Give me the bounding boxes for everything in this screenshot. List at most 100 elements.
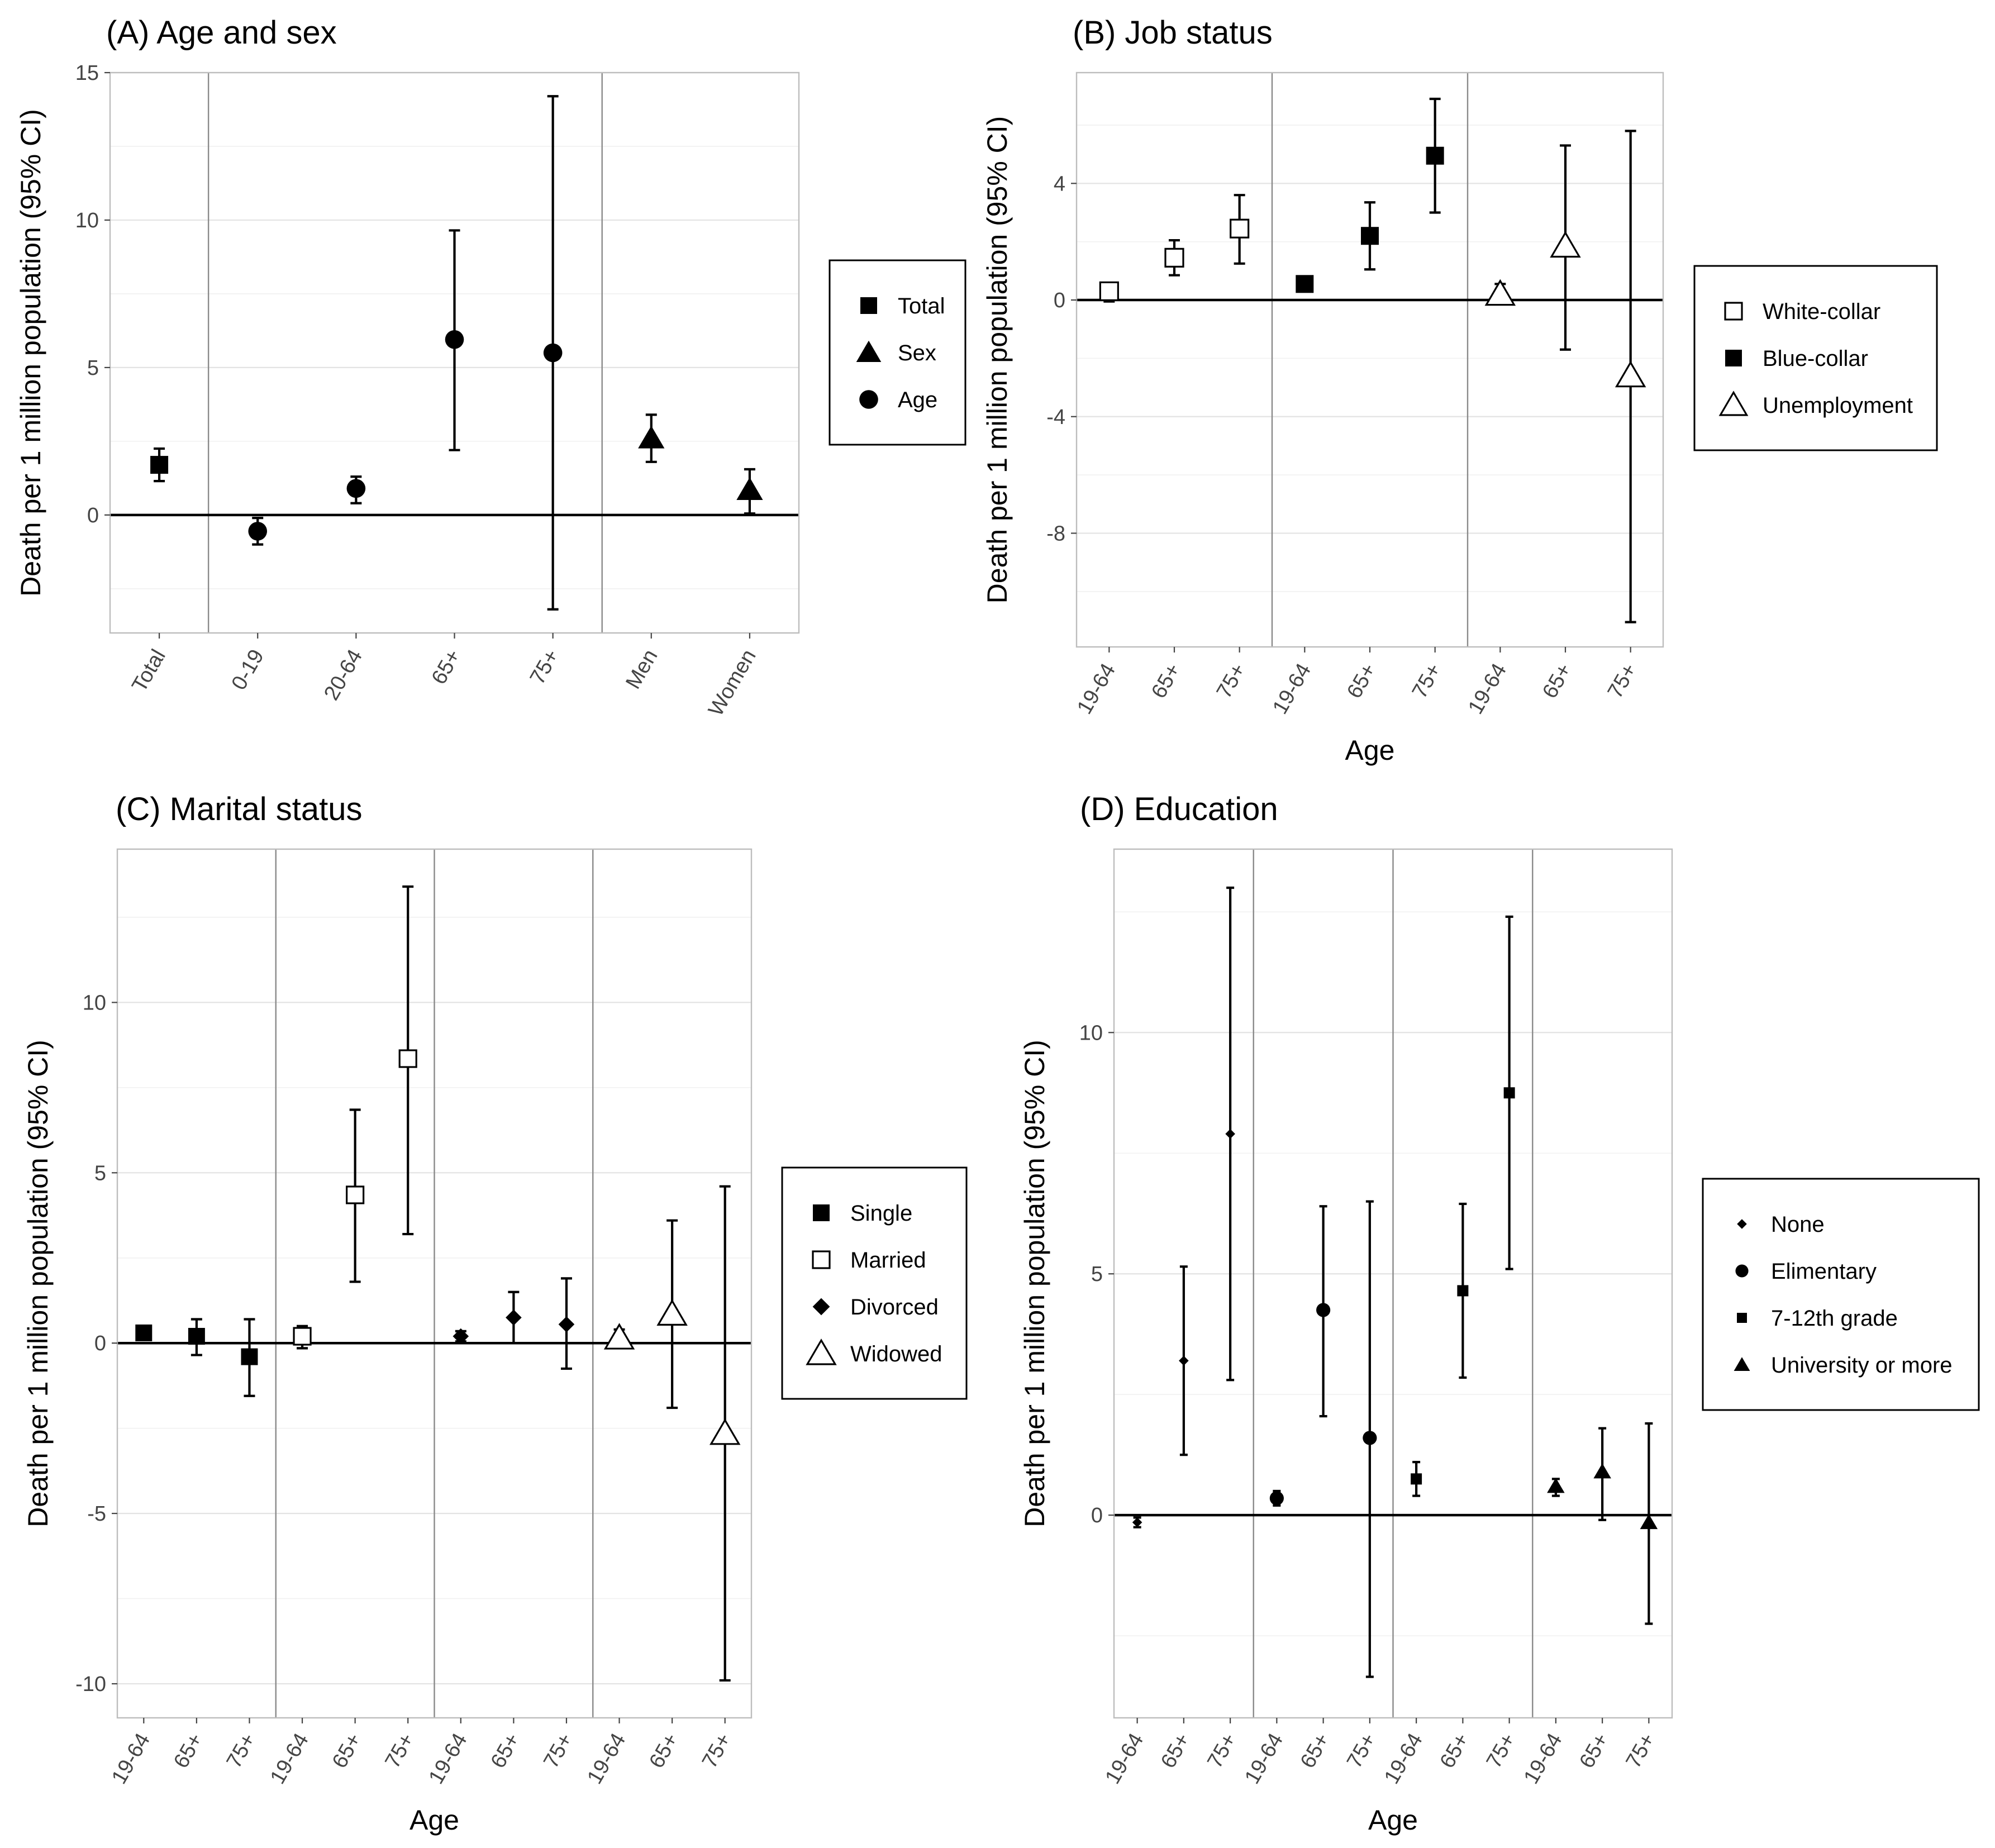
y-tick-label: 0 [1091, 1504, 1103, 1527]
point-marker-circle-icon [445, 330, 464, 349]
x-tick-label: 65+ [427, 646, 466, 689]
x-tick-label: 19-64 [583, 1730, 630, 1788]
x-tick-label: 20-64 [320, 646, 367, 704]
data-point-age-5 [543, 95, 563, 611]
legend-key-square-icon [1737, 1313, 1747, 1323]
x-tick-label: 19-64 [1380, 1730, 1427, 1788]
x-tick-label: 65+ [1575, 1730, 1613, 1773]
x-axis-label: Age [410, 1804, 459, 1836]
point-marker-triangle-icon [1547, 1478, 1565, 1493]
legend-label: Blue-collar [1763, 346, 1868, 371]
point-marker-square-icon [1503, 1087, 1515, 1099]
legend-box [829, 259, 966, 446]
legend-key-circle-icon [1735, 1264, 1749, 1278]
legend: Total Sex Age [829, 259, 966, 446]
point-marker-triangle-icon [638, 426, 665, 449]
point-marker-triangle-icon [736, 477, 763, 500]
data-point-married-4 [293, 1325, 312, 1350]
x-tick-label: 65+ [1538, 660, 1577, 703]
x-tick-label: 19-64 [1464, 660, 1511, 718]
y-tick-label: 15 [75, 61, 99, 85]
panel-title: (C) Marital status [116, 791, 363, 827]
legend-key-circle-icon [859, 390, 878, 409]
point-marker-circle-icon [248, 522, 268, 541]
legend-entry-university-or-more: University or more [1734, 1353, 1953, 1378]
y-tick-label: 10 [83, 991, 106, 1015]
y-tick-label: 10 [1079, 1021, 1103, 1045]
data-point-single-3 [241, 1318, 258, 1397]
legend-key-diamond-icon [812, 1298, 830, 1316]
data-point-age-4 [445, 229, 464, 451]
legend-entry-sex: Sex [856, 340, 936, 365]
point-marker-diamond-icon [558, 1316, 575, 1332]
data-point-university-or-more-10 [1547, 1478, 1565, 1497]
point-marker-circle-icon [543, 343, 563, 363]
legend-entry-divorced: Divorced [812, 1295, 939, 1320]
data-point-7-12th-grade-9 [1503, 915, 1515, 1270]
y-tick-label: 5 [87, 356, 99, 380]
point-marker-square-icon [1411, 1473, 1422, 1485]
legend-key-triangle-icon [806, 1339, 837, 1365]
y-tick-label: 5 [94, 1161, 106, 1185]
point-marker-square-icon [1099, 281, 1119, 301]
legend-label: Divorced [850, 1295, 939, 1320]
point-marker-triangle-icon [1550, 231, 1581, 258]
legend-key-triangle-icon [1734, 1357, 1750, 1371]
y-axis-label: Death per 1 million population (95% CI) [1019, 1040, 1050, 1527]
legend-label: Total [898, 294, 945, 318]
x-tick-label: 0-19 [227, 646, 269, 694]
x-axis-label: Age [1368, 1804, 1418, 1836]
x-tick-label: 65+ [645, 1730, 683, 1773]
data-point-7-12th-grade-8 [1457, 1202, 1469, 1379]
legend-label: Sex [898, 341, 936, 365]
legend-label: White-collar [1763, 299, 1880, 324]
panel-title: (D) Education [1080, 791, 1278, 827]
point-marker-square-icon [1426, 146, 1444, 165]
legend-entry-age: Age [859, 388, 937, 412]
point-marker-square-icon [1361, 227, 1379, 245]
data-point-blue-collar-4 [1296, 275, 1314, 293]
point-marker-circle-icon [1363, 1431, 1377, 1445]
legend-key-triangle-icon [1718, 390, 1749, 416]
legend-label: None [1771, 1212, 1825, 1237]
data-point-single-2 [188, 1318, 205, 1356]
data-point-age-2 [248, 517, 268, 546]
data-point-unemployment-9 [1615, 130, 1646, 623]
y-tick-label: 0 [1054, 289, 1065, 312]
x-tick-label: 65+ [1436, 1730, 1474, 1773]
x-tick-label: 75+ [539, 1730, 578, 1773]
point-marker-triangle-icon [1484, 279, 1516, 306]
data-point-white-collar-2 [1164, 239, 1184, 277]
data-point-widowed-12 [709, 1185, 741, 1682]
point-marker-triangle-icon [603, 1323, 635, 1350]
data-point-divorced-9 [558, 1277, 575, 1370]
x-tick-label: 19-64 [1240, 1730, 1288, 1788]
legend-key-square-icon [813, 1204, 830, 1221]
legend-label: Unemployment [1763, 393, 1913, 418]
panel-a-age-and-sex: 0 5 10 15 Total 0-19 20-64 65+ 75+ Men Women (A) Ag… [15, 15, 966, 720]
point-marker-square-icon [1164, 247, 1184, 268]
x-tick-label: 65+ [487, 1730, 525, 1773]
data-point-divorced-7 [453, 1328, 469, 1345]
y-axis-label: Death per 1 million population (95% CI) [982, 116, 1013, 604]
data-point-total-1 [150, 447, 169, 483]
legend-entry-married: Married [812, 1248, 926, 1273]
point-marker-diamond-icon [453, 1328, 469, 1345]
x-tick-label: 65+ [328, 1730, 366, 1773]
x-tick-label: 65+ [1296, 1730, 1335, 1773]
data-point-university-or-more-12 [1640, 1422, 1658, 1625]
legend: Single Married Divorced Widowed [781, 1166, 968, 1400]
point-marker-square-icon [188, 1328, 205, 1345]
point-marker-triangle-icon [656, 1299, 688, 1326]
data-point-none-2 [1179, 1265, 1189, 1456]
x-tick-label: 19-64 [1520, 1730, 1567, 1788]
data-point-university-or-more-11 [1593, 1427, 1611, 1521]
point-marker-square-icon [346, 1185, 365, 1204]
data-point-elimentary-6 [1363, 1200, 1377, 1678]
x-tick-label: 19-64 [425, 1730, 472, 1788]
data-point-sex-7 [736, 468, 763, 515]
x-axis-label: Age [1345, 735, 1395, 766]
y-tick-label: 5 [1091, 1263, 1103, 1286]
point-marker-square-icon [293, 1327, 312, 1346]
